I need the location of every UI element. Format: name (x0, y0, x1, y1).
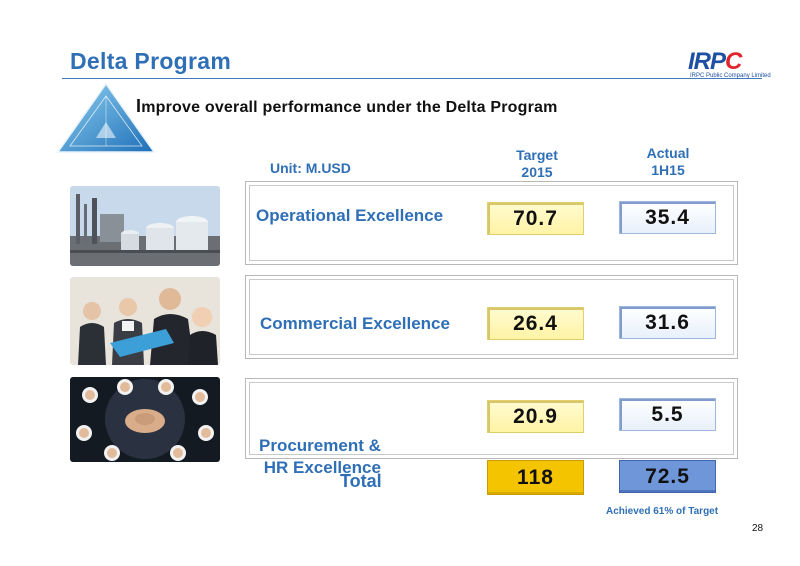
unit-label: Unit: M.USD (270, 160, 351, 176)
row-label-procurement: Procurement & HR Excellence (259, 436, 381, 477)
actual-value-commercial: 31.6 (619, 306, 716, 339)
total-actual-value: 72.5 (619, 460, 716, 493)
refinery-photo (70, 186, 220, 266)
total-label: Total (340, 471, 382, 491)
meeting-photo (70, 277, 220, 365)
actual-value-procurement: 5.5 (619, 398, 716, 431)
total-target-value: 118 (487, 460, 584, 495)
page-title: Delta Program (70, 48, 232, 74)
delta-triangle-graphic (56, 82, 156, 153)
target-value-operational: 70.7 (487, 202, 584, 235)
target-value-procurement: 20.9 (487, 400, 584, 433)
actual-column-header: Actual 1H15 (646, 145, 690, 178)
row-label-commercial: Commercial Excellence (260, 314, 450, 333)
logo-subtitle: IRPC Public Company Limited (690, 73, 771, 79)
target-value-commercial: 26.4 (487, 307, 584, 340)
row-label-operational: Operational Excellence (256, 206, 444, 225)
title-divider (62, 78, 762, 79)
irpc-logo: IRPC IRPC Public Company Limited (686, 48, 771, 82)
subtitle: Improve overall performance under the De… (136, 96, 558, 116)
page-number: 28 (752, 523, 764, 534)
teamwork-photo (70, 377, 220, 462)
achievement-note: Achieved 61% of Target (606, 506, 719, 517)
actual-value-operational: 35.4 (619, 201, 716, 234)
target-column-header: Target 2015 (516, 147, 558, 180)
logo-wordmark: IRPC (688, 48, 742, 75)
